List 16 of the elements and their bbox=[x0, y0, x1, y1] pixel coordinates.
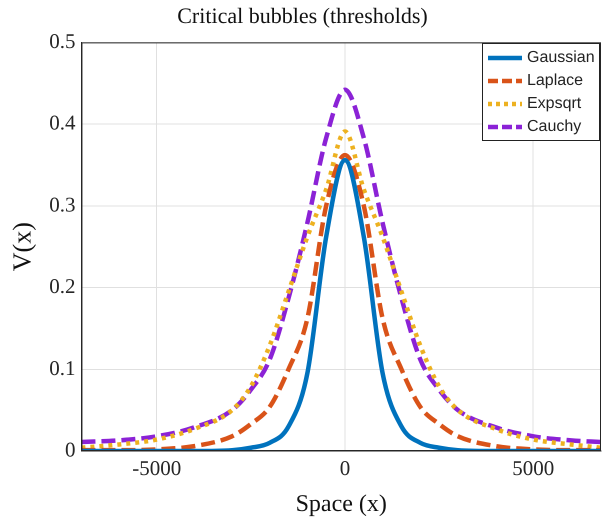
x-tick-label: 0 bbox=[340, 456, 350, 480]
x-axis-title: Space (x) bbox=[296, 490, 387, 517]
chart-title: Critical bubbles (thresholds) bbox=[177, 2, 428, 28]
y-tick-label: 0.1 bbox=[49, 356, 76, 380]
y-tick-label: 0.2 bbox=[49, 274, 76, 298]
y-tick-label: 0.5 bbox=[49, 28, 76, 53]
legend-label: Cauchy bbox=[527, 118, 582, 136]
y-tick-label: 0.4 bbox=[49, 110, 76, 135]
x-tick-label: -5000 bbox=[132, 456, 182, 480]
legend-label: Gaussian bbox=[527, 48, 595, 67]
y-axis-title: V(x) bbox=[7, 222, 36, 272]
y-tick-label: 0 bbox=[64, 438, 76, 462]
legend-label: Expsqrt bbox=[527, 94, 582, 113]
y-tick-label: 0.3 bbox=[49, 192, 76, 216]
legend-label: Laplace bbox=[527, 72, 584, 90]
x-tick-label: 5000 bbox=[512, 456, 554, 480]
